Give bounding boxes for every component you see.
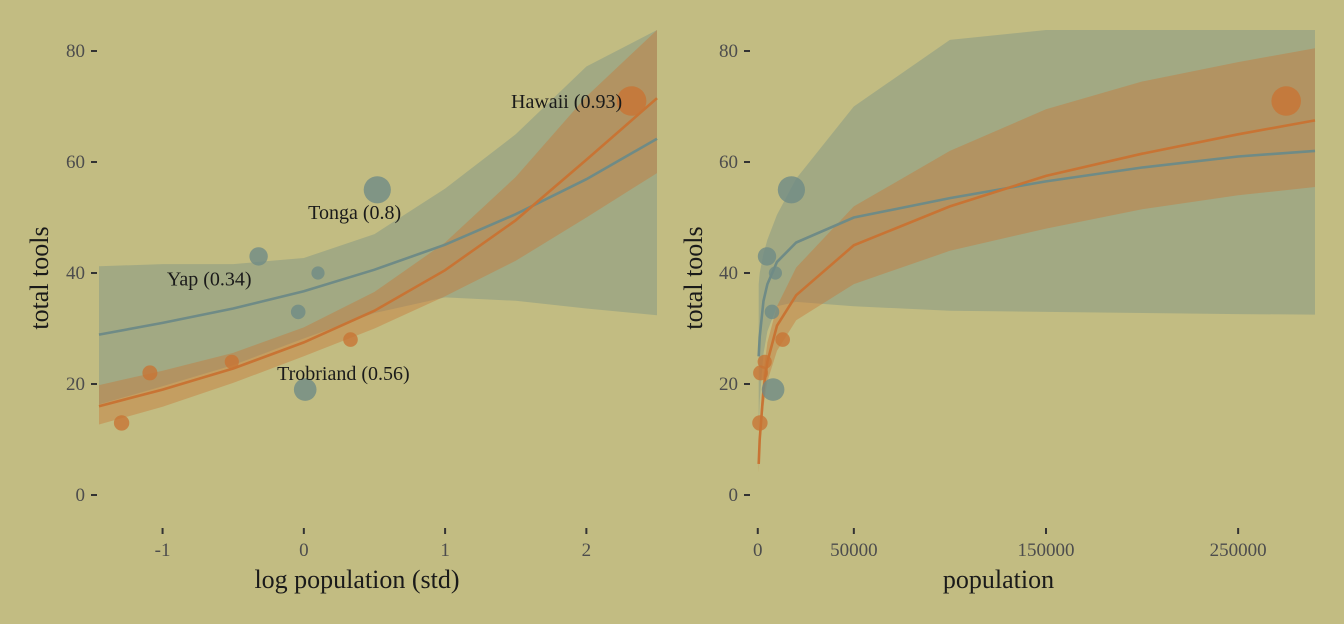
data-point	[777, 176, 806, 204]
data-point	[753, 365, 769, 381]
mean-line-slate	[98, 137, 658, 336]
data-point	[775, 332, 790, 347]
data-point	[293, 378, 317, 401]
data-point	[761, 378, 785, 401]
data-point	[290, 304, 306, 320]
y-axis-title: total tools	[25, 226, 54, 329]
point-annotation: Yap (0.34)	[167, 269, 252, 291]
y-tick-label: 60	[66, 152, 85, 173]
x-tick-label: -1	[155, 540, 171, 561]
x-tick-label: 2	[582, 540, 592, 561]
data-point	[224, 354, 239, 369]
y-axis-title: total tools	[679, 226, 708, 329]
right-panel: 0 20 40 60 80 0 50000 150000 250000 population tot…	[679, 30, 1316, 594]
y-tick-label: 0	[76, 485, 86, 506]
y-tick-label: 20	[719, 374, 738, 395]
data-point	[343, 332, 358, 347]
y-tick-label: 0	[729, 485, 739, 506]
data-point	[616, 86, 647, 116]
x-tick-label: 1	[440, 540, 450, 561]
point-annotation: Trobriand (0.56)	[277, 363, 410, 385]
data-point	[757, 354, 772, 369]
data-point	[363, 176, 391, 204]
point-annotation: Tonga (0.8)	[308, 202, 401, 224]
y-tick-label: 80	[719, 41, 738, 62]
data-point	[768, 266, 783, 280]
y-tick-label: 40	[66, 263, 85, 284]
y-tick-label: 40	[719, 263, 738, 284]
x-tick-label: 150000	[1017, 540, 1074, 561]
data-point	[113, 415, 130, 431]
y-tick-label: 80	[66, 41, 85, 62]
data-point	[142, 365, 158, 381]
ci-band-orange	[99, 30, 657, 425]
x-tick-label: 0	[299, 540, 309, 561]
y-tick-label: 20	[66, 374, 85, 395]
x-tick-label: 0	[753, 540, 763, 561]
left-panel: Hawaii (0.93) Tonga (0.8) Yap (0.34) Trobri…	[25, 30, 658, 594]
data-point	[249, 247, 268, 266]
ci-band-slate	[758, 30, 1315, 429]
mean-line-orange	[757, 119, 1316, 464]
x-tick-label: 50000	[830, 540, 878, 561]
x-axis-title: log population (std)	[254, 565, 459, 594]
mean-line-orange	[98, 97, 658, 408]
point-annotation: Hawaii (0.93)	[511, 91, 622, 113]
ci-band-slate	[99, 30, 657, 405]
data-point	[311, 266, 325, 280]
ci-band-orange	[758, 48, 1315, 473]
data-point	[1271, 86, 1301, 116]
x-axis-title: population	[943, 565, 1054, 594]
mean-line-slate	[757, 149, 1316, 357]
data-point	[764, 304, 780, 320]
x-tick-label: 250000	[1210, 540, 1267, 561]
y-tick-label: 60	[719, 152, 738, 173]
data-point	[752, 415, 768, 431]
data-point	[757, 247, 777, 266]
